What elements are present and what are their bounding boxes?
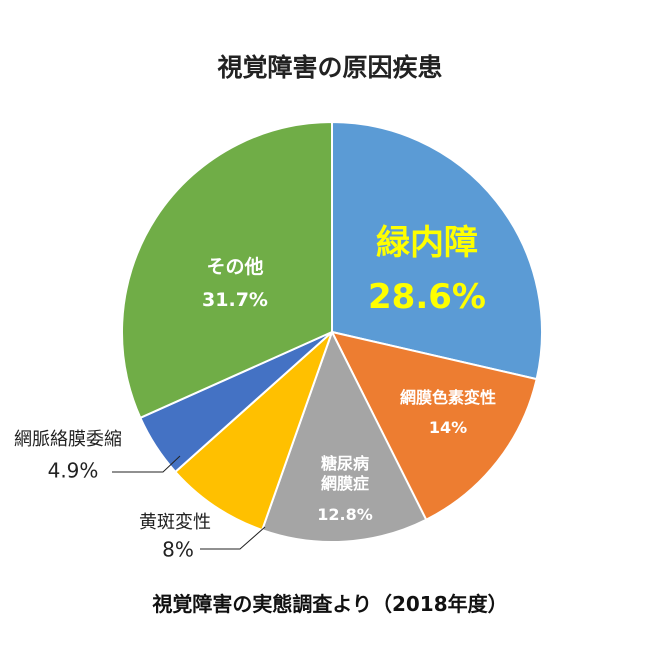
leader-line	[112, 455, 181, 473]
slice-label: 網膜色素変性	[399, 388, 497, 407]
chart-title: 視覚障害の原因疾患	[217, 53, 443, 82]
value-label: 4.9%	[47, 458, 99, 483]
value-label: 31.7%	[202, 289, 268, 312]
pie-slice	[330, 330, 538, 522]
pie-slice	[173, 331, 333, 532]
slice-label: 緑内障	[376, 222, 478, 263]
slice-label: 網脈絡膜委縮	[14, 428, 122, 450]
source-note: 視覚障害の実態調査より（2018年度）	[152, 592, 508, 616]
pie-slice	[260, 329, 428, 543]
value-label: 14%	[428, 418, 468, 437]
value-label: 8%	[162, 537, 194, 562]
value-label: 12.8%	[317, 505, 373, 524]
leader-line	[200, 526, 266, 550]
slice-label: その他	[206, 256, 264, 279]
slice-label: 糖尿病 網膜症	[320, 454, 370, 493]
value-label: 28.6%	[368, 276, 486, 317]
pie-slice	[331, 120, 543, 381]
slice-label: 黄斑変性	[139, 511, 211, 533]
pie-slice	[121, 120, 333, 420]
